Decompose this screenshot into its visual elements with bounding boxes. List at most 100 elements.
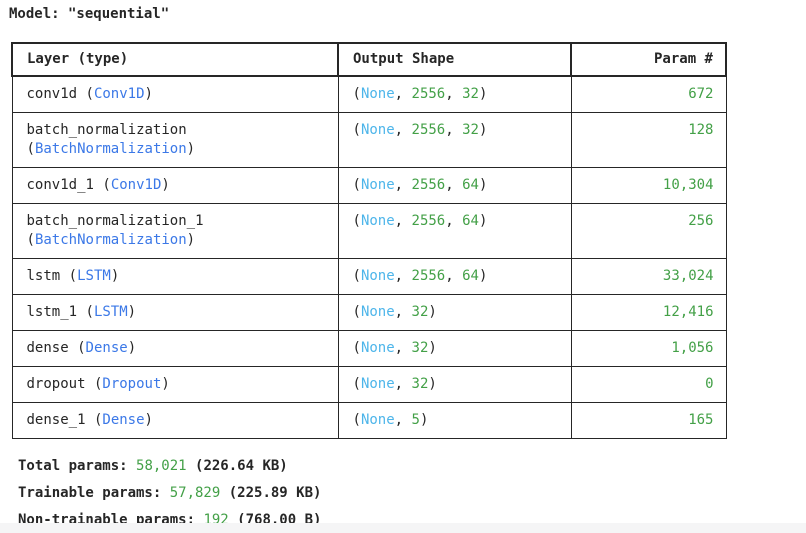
comma: , (394, 340, 412, 356)
shape-dim: 2556 (411, 122, 446, 138)
shape-cell: (None, 5) (337, 402, 572, 439)
param-count: 0 (705, 376, 714, 392)
paren: ( (77, 340, 86, 356)
layer-cell: dropout (Dropout) (11, 366, 339, 403)
paren: ) (478, 213, 488, 229)
layer-cell: conv1d_1 (Conv1D) (11, 167, 339, 204)
shape-none: None (360, 268, 395, 284)
total-size: (225.89 KB) (220, 485, 322, 501)
layer-name: lstm_1 (26, 304, 78, 320)
shape-cell: (None, 2556, 64) (337, 167, 572, 204)
shape-dim: 64 (462, 213, 479, 229)
paren: ) (478, 122, 488, 138)
layer-name: conv1d (26, 86, 78, 102)
shape-none: None (360, 213, 395, 229)
param-cell: 10,304 (570, 167, 727, 204)
comma: , (394, 304, 412, 320)
shape-none: None (360, 340, 395, 356)
comma: , (445, 177, 463, 193)
shape-cell: (None, 2556, 64) (337, 258, 572, 295)
total-line: Total params: 58,021 (226.64 KB) (18, 453, 321, 480)
paren: ( (26, 232, 35, 248)
param-count: 672 (688, 86, 714, 102)
paren: ) (144, 86, 153, 102)
layer-name: dropout (26, 376, 86, 392)
param-count: 10,304 (662, 177, 714, 193)
paren: ) (127, 304, 137, 320)
table-row: lstm_1 (LSTM) (None, 32) 12,416 (11, 294, 727, 331)
paren: ) (110, 268, 120, 284)
param-cell: 12,416 (570, 294, 727, 331)
layer-cell: conv1d (Conv1D) (11, 75, 339, 113)
layer-cell: dense (Dense) (11, 330, 339, 367)
table-row: conv1d_1 (Conv1D) (None, 2556, 64) 10,304 (11, 167, 727, 204)
shape-none: None (360, 86, 395, 102)
shape-none: None (360, 304, 395, 320)
shape-cell: (None, 2556, 32) (337, 112, 572, 168)
header-output-shape: Output Shape (337, 42, 572, 77)
layer-table-body: conv1d (Conv1D) (None, 2556, 32) 672 batch_… (11, 75, 727, 439)
paren: ) (186, 141, 196, 157)
paren: ( (85, 304, 94, 320)
layer-class: Dense (102, 412, 145, 428)
shape-dim: 64 (462, 177, 479, 193)
comma: , (445, 122, 463, 138)
shape-dim: 32 (462, 86, 479, 102)
table-row: dropout (Dropout) (None, 32) 0 (11, 366, 727, 403)
paren: ( (352, 177, 361, 193)
layer-name: dense_1 (26, 412, 86, 428)
shape-dim: 32 (462, 122, 479, 138)
table-row: dense (Dense) (None, 32) 1,056 (11, 330, 727, 367)
shape-cell: (None, 32) (337, 294, 572, 331)
layer-name: dense (26, 340, 69, 356)
layer-class: BatchNormalization (34, 232, 187, 248)
shape-dim: 2556 (411, 177, 446, 193)
layer-class: Conv1D (110, 177, 162, 193)
shape-dim: 32 (411, 304, 429, 320)
shape-cell: (None, 32) (337, 366, 572, 403)
paren: ( (68, 268, 78, 284)
layer-name: batch_normalization (26, 122, 187, 138)
shape-none: None (360, 177, 395, 193)
param-cell: 165 (570, 402, 727, 439)
layer-class: LSTM (93, 304, 128, 320)
layer-class: Conv1D (93, 86, 145, 102)
layer-name: conv1d_1 (26, 177, 94, 193)
layer-cell: lstm (LSTM) (11, 258, 339, 295)
header-param-count: Param # (570, 42, 727, 77)
paren: ( (352, 412, 361, 428)
shape-dim: 64 (462, 268, 479, 284)
total-value: 57,829 (169, 485, 221, 501)
shape-dim: 2556 (411, 86, 446, 102)
comma: , (394, 268, 412, 284)
shape-none: None (360, 376, 395, 392)
comma: , (445, 213, 463, 229)
paren: ( (26, 141, 35, 157)
param-count: 12,416 (662, 304, 714, 320)
param-cell: 33,024 (570, 258, 727, 295)
comma: , (394, 122, 412, 138)
paren: ) (161, 177, 170, 193)
shape-cell: (None, 2556, 32) (337, 75, 572, 113)
paren: ( (352, 340, 361, 356)
shape-cell: (None, 32) (337, 330, 572, 367)
paren: ) (478, 86, 488, 102)
total-line: Trainable params: 57,829 (225.89 KB) (18, 480, 321, 507)
shape-dim: 5 (411, 412, 420, 428)
layer-name: lstm (26, 268, 61, 284)
param-cell: 0 (570, 366, 727, 403)
paren: ( (352, 86, 361, 102)
header-layer-type: Layer (type) (11, 42, 339, 77)
comma: , (394, 86, 412, 102)
layer-class: Dropout (102, 376, 162, 392)
shape-none: None (360, 122, 395, 138)
paren: ) (428, 376, 437, 392)
total-label: Total params: (18, 458, 137, 474)
paren: ( (85, 86, 94, 102)
shape-dim: 32 (411, 340, 429, 356)
total-label: Trainable params: (18, 485, 170, 501)
bottom-strip (0, 523, 806, 533)
param-count: 33,024 (662, 268, 714, 284)
paren: ) (428, 340, 437, 356)
